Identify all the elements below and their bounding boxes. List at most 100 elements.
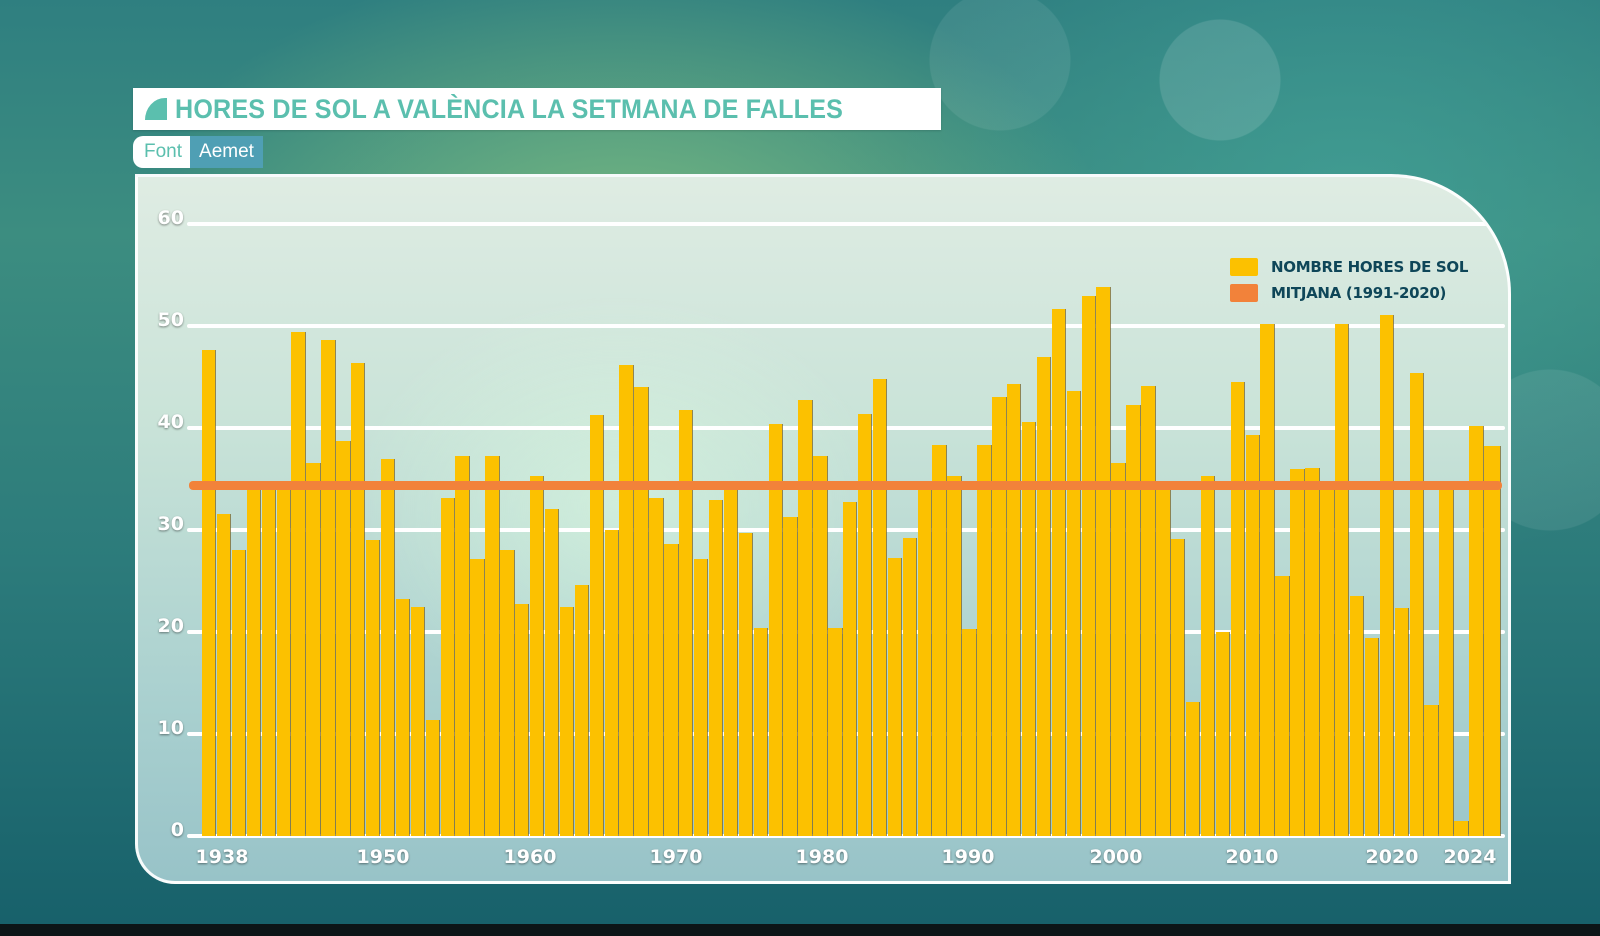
gridline xyxy=(187,834,1505,838)
source-label: Font xyxy=(133,136,191,168)
bar-1999 xyxy=(1111,462,1125,836)
bar-1997 xyxy=(1081,296,1095,836)
bar-1984 xyxy=(887,557,902,836)
bar-1941 xyxy=(246,484,261,836)
x-tick-label: 2000 xyxy=(1089,846,1143,868)
bar-2008 xyxy=(1245,435,1259,836)
legend-swatch-line xyxy=(1230,284,1258,302)
chart-title: HORES DE SOL A VALÈNCIA LA SETMANA DE FA… xyxy=(175,93,844,124)
bar-1979 xyxy=(813,455,827,836)
bar-1961 xyxy=(544,508,559,836)
bar-1981 xyxy=(843,502,857,836)
bar-1965 xyxy=(604,530,618,836)
x-tick-label: 1990 xyxy=(941,846,995,868)
bar-1949 xyxy=(365,540,380,836)
bar-1976 xyxy=(768,423,782,836)
bar-1983 xyxy=(872,379,887,836)
x-tick-label: 1938 xyxy=(195,846,249,868)
x-tick-label: 1980 xyxy=(795,846,849,868)
bar-1982 xyxy=(857,413,872,836)
gridline xyxy=(187,426,1505,430)
bar-2000 xyxy=(1126,404,1140,836)
bar-1968 xyxy=(649,498,663,836)
y-tick-label: 20 xyxy=(157,615,184,637)
bar-1970 xyxy=(679,409,693,836)
bar-2014 xyxy=(1335,323,1349,836)
mean-line xyxy=(189,480,1502,490)
x-tick-label: 1970 xyxy=(649,846,703,868)
bar-1967 xyxy=(634,387,648,836)
bar-1954 xyxy=(440,498,454,836)
chart-title-box: HORES DE SOL A VALÈNCIA LA SETMANA DE FA… xyxy=(133,88,941,130)
bar-1956 xyxy=(470,558,484,836)
x-tick-label: 2010 xyxy=(1225,846,1279,868)
bar-2012 xyxy=(1305,467,1319,836)
bar-1964 xyxy=(589,414,603,836)
bar-1998 xyxy=(1096,287,1110,836)
bar-1939 xyxy=(216,513,231,836)
bar-1945 xyxy=(306,462,320,836)
bar-1963 xyxy=(574,585,589,836)
bar-2024 xyxy=(1484,446,1500,836)
bar-2016 xyxy=(1364,638,1379,836)
bar-2023 xyxy=(1469,425,1483,836)
bar-1958 xyxy=(500,550,514,836)
bar-2018 xyxy=(1394,607,1409,836)
y-tick-label: 0 xyxy=(170,819,184,841)
chart-panel: 0 10 20 30 40 50 60 1938 1950 1960 1970 1980 1990 20… xyxy=(135,174,1511,884)
bar-2019 xyxy=(1409,372,1423,836)
bar-1957 xyxy=(485,455,499,836)
bar-1943 xyxy=(276,484,290,836)
x-tick-label: 1960 xyxy=(503,846,557,868)
bar-1948 xyxy=(351,362,365,836)
bar-1962 xyxy=(559,606,574,836)
bar-2005 xyxy=(1200,475,1215,836)
bar-1986 xyxy=(917,490,931,836)
bar-2001 xyxy=(1141,386,1155,836)
bar-2004 xyxy=(1185,702,1200,836)
bar-2006 xyxy=(1215,632,1230,836)
bar-1959 xyxy=(515,604,529,836)
bar-1953 xyxy=(425,719,440,836)
bar-1992 xyxy=(1007,384,1021,836)
bar-2013 xyxy=(1320,489,1334,836)
bar-1973 xyxy=(723,490,738,836)
bar-2002 xyxy=(1156,486,1170,836)
bar-2011 xyxy=(1290,468,1304,836)
quarter-circle-icon xyxy=(145,98,167,120)
bar-1960 xyxy=(529,475,544,836)
bar-1978 xyxy=(798,400,812,836)
legend-swatch-bar xyxy=(1230,258,1258,276)
y-tick-label: 40 xyxy=(157,411,184,433)
bar-2015 xyxy=(1349,596,1364,836)
bar-1991 xyxy=(992,397,1006,836)
bar-1977 xyxy=(783,516,797,836)
bar-2009 xyxy=(1260,323,1274,836)
gridline xyxy=(187,222,1505,226)
bar-1980 xyxy=(828,627,842,836)
legend: NOMBRE HORES DE SOL MITJANA (1991-2020) xyxy=(1230,254,1468,306)
bar-1995 xyxy=(1051,308,1066,836)
bar-2003 xyxy=(1171,539,1185,836)
y-tick-label: 60 xyxy=(157,207,184,229)
bar-1972 xyxy=(708,500,723,836)
bar-1989 xyxy=(962,628,976,836)
source-value: Aemet xyxy=(190,136,263,168)
bar-2021 xyxy=(1439,489,1453,836)
bar-1952 xyxy=(410,606,425,836)
bar-1966 xyxy=(619,364,633,836)
x-tick-label: 2024 xyxy=(1443,846,1497,868)
bar-1938 xyxy=(202,350,216,836)
bar-1996 xyxy=(1066,391,1081,836)
y-tick-label: 30 xyxy=(157,513,184,535)
y-tick-label: 50 xyxy=(157,309,184,331)
legend-label: MITJANA (1991-2020) xyxy=(1271,284,1447,302)
bar-1942 xyxy=(261,484,276,836)
legend-item-sun-hours: NOMBRE HORES DE SOL xyxy=(1230,254,1468,280)
bar-1950 xyxy=(380,458,395,836)
bar-1969 xyxy=(664,544,678,836)
y-tick-label: 10 xyxy=(157,717,184,739)
x-tick-label: 1950 xyxy=(356,846,410,868)
bar-2022 xyxy=(1454,820,1468,836)
bar-1946 xyxy=(321,340,335,836)
